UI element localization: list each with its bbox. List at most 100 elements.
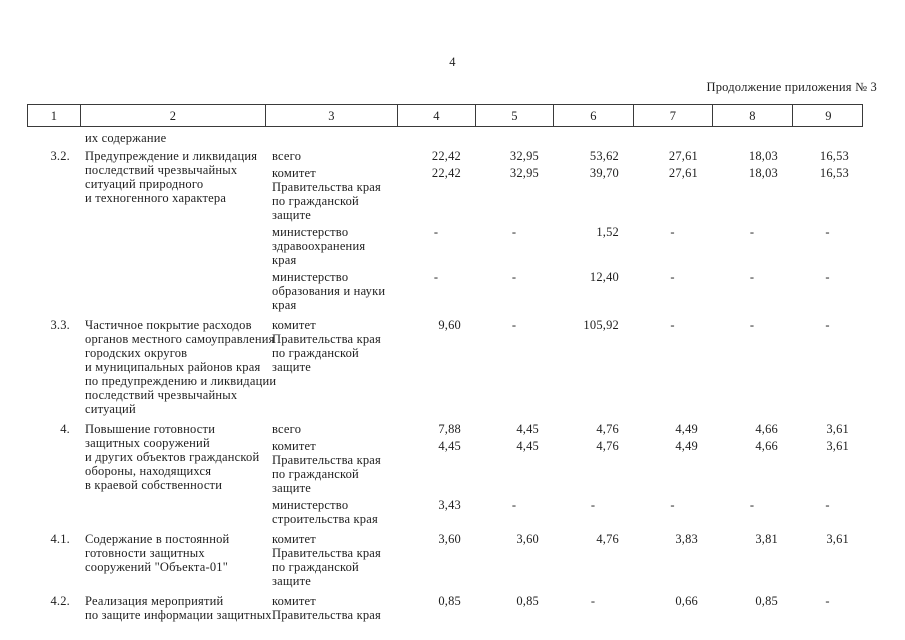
table-row: 4. Повышение готовности защитных сооруже… [27,422,863,526]
value-cell: 0,66 [675,594,698,608]
table-row: 3.3. Частичное покрытие расходов органов… [27,318,863,416]
value-cell: 18,03 [748,166,778,180]
value-cell: 12,40 [589,270,619,284]
value-cell: - [511,270,517,284]
funding-entry: министерство здравоохранения края - - 1,… [265,225,863,267]
value-cell: - [749,318,755,332]
value-cell: - [590,594,596,608]
row-entries: всего 22,42 32,95 53,62 27,61 18,03 16,5… [265,149,863,312]
value-cell: 4,76 [596,439,619,453]
funding-source: комитет Правительства края по гражданско… [272,318,382,374]
column-header-row: 1 2 3 4 5 6 7 8 9 [27,104,863,127]
value-cell: 18,03 [748,149,778,163]
funding-entry: всего 22,42 32,95 53,62 27,61 18,03 16,5… [265,149,863,163]
row-title: Частичное покрытие расходов органов мест… [85,318,277,416]
funding-source: министерство строительства края [272,498,378,526]
funding-entry: всего 7,88 4,45 4,76 4,49 4,66 3,61 [265,422,863,436]
funding-source: министерство здравоохранения края [272,225,366,267]
value-cell: 27,61 [668,166,698,180]
value-cell: - [825,498,830,512]
value-cell: 32,95 [509,166,539,180]
row-entries: комитет Правительства края 0,85 0,85 - 0… [265,594,863,622]
value-cell: - [511,225,517,239]
value-cell: 27,61 [668,149,698,163]
funding-source: министерство образования и науки края [272,270,386,312]
row-title: Содержание в постоянной готовности защит… [85,532,230,574]
funding-source: комитет Правительства края по гражданско… [272,166,382,222]
carryover-text: их содержание [85,131,167,145]
funding-source: всего [272,149,302,163]
value-cell: 3,60 [516,532,539,546]
funding-entry: министерство строительства края 3,43 - -… [265,498,863,526]
value-cell: 4,45 [516,422,539,436]
column-header-8: 8 [713,105,793,126]
value-cell: - [749,498,755,512]
value-cell: 32,95 [509,149,539,163]
table-row: 3.2. Предупреждение и ликвидация последс… [27,149,863,312]
value-cell: 53,62 [589,149,619,163]
row-entries: всего 7,88 4,45 4,76 4,49 4,66 3,61 коми… [265,422,863,526]
value-cell: 3,61 [826,422,849,436]
value-cell: - [590,498,596,512]
value-cell: 3,83 [675,532,698,546]
value-cell: 4,49 [675,422,698,436]
funding-entry: комитет Правительства края по гражданско… [265,439,863,495]
row-number: 3.2. [50,149,70,163]
value-cell: - [670,225,675,239]
value-cell: - [670,318,675,332]
appendix-table: 1 2 3 4 5 6 7 8 9 их содержание 3.2. Пре… [27,104,863,628]
funding-entry: комитет Правительства края 0,85 0,85 - 0… [265,594,863,622]
column-header-4: 4 [398,105,476,126]
value-cell: - [433,270,439,284]
value-cell: 4,76 [596,422,619,436]
row-number: 4.1. [50,532,70,546]
funding-entry: комитет Правительства края по гражданско… [265,166,863,222]
value-cell: 4,66 [755,422,778,436]
value-cell: - [825,225,830,239]
value-cell: 1,52 [596,225,619,239]
value-cell: 22,42 [431,149,461,163]
value-cell: - [749,225,755,239]
funding-source: комитет Правительства края по гражданско… [272,439,382,495]
funding-entry: министерство образования и науки края - … [265,270,863,312]
value-cell: 4,76 [596,532,619,546]
value-cell: - [511,318,517,332]
value-cell: 22,42 [431,166,461,180]
row-entries: комитет Правительства края по гражданско… [265,318,863,374]
column-header-2: 2 [81,105,266,126]
value-cell: - [749,270,755,284]
table-row: 4.1. Содержание в постоянной готовности … [27,532,863,588]
table-row: 4.2. Реализация мероприятий по защите ин… [27,594,863,622]
row-title: Реализация мероприятий по защите информа… [85,594,272,622]
value-cell: 4,45 [516,439,539,453]
value-cell: - [511,498,517,512]
value-cell: 9,60 [438,318,461,332]
row-title: Предупреждение и ликвидация последствий … [85,149,258,205]
value-cell: 3,60 [438,532,461,546]
funding-source: комитет Правительства края по гражданско… [272,532,382,588]
value-cell: 3,61 [826,439,849,453]
row-entries: комитет Правительства края по гражданско… [265,532,863,588]
value-cell: 4,49 [675,439,698,453]
value-cell: - [825,318,830,332]
funding-entry: комитет Правительства края по гражданско… [265,532,863,588]
value-cell: - [670,498,675,512]
row-number: 4.2. [50,594,70,608]
value-cell: 4,66 [755,439,778,453]
value-cell: 4,45 [438,439,461,453]
column-header-5: 5 [476,105,554,126]
value-cell: 0,85 [755,594,778,608]
value-cell: 39,70 [589,166,619,180]
value-cell: - [433,225,439,239]
value-cell: 105,92 [583,318,619,332]
funding-source: всего [272,422,302,436]
value-cell: 16,53 [819,149,849,163]
row-title: Повышение готовности защитных сооружений… [85,422,260,492]
value-cell: - [825,594,830,608]
row-number: 4. [60,422,70,436]
column-header-9: 9 [825,108,832,123]
value-cell: 0,85 [516,594,539,608]
value-cell: 7,88 [438,422,461,436]
value-cell: 3,43 [438,498,461,512]
